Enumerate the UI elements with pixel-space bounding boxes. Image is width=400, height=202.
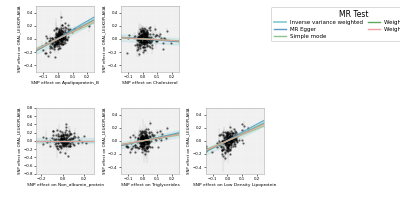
Legend: Inverse variance weighted, MR Egger, Simple mode, Weighted median, Weighted mode: Inverse variance weighted, MR Egger, Sim…	[271, 7, 400, 41]
X-axis label: SNP effect on Cholesterol: SNP effect on Cholesterol	[122, 81, 178, 85]
X-axis label: SNP effect on Triglycerides: SNP effect on Triglycerides	[121, 183, 179, 187]
Y-axis label: SNP effect on ORAL_LEUKOPLAKIA: SNP effect on ORAL_LEUKOPLAKIA	[102, 6, 106, 72]
Y-axis label: SNP effect on ORAL_LEUKOPLAKIA: SNP effect on ORAL_LEUKOPLAKIA	[17, 6, 21, 72]
X-axis label: SNP effect on Low Density Lipoprotein: SNP effect on Low Density Lipoprotein	[193, 183, 276, 187]
X-axis label: SNP effect on Non_albumin_protein: SNP effect on Non_albumin_protein	[27, 183, 104, 187]
Y-axis label: SNP effect on ORAL_LEUKOPLAKIA: SNP effect on ORAL_LEUKOPLAKIA	[102, 108, 106, 174]
X-axis label: SNP effect on Apolipoprotein_B: SNP effect on Apolipoprotein_B	[31, 81, 99, 85]
Y-axis label: SNP effect on ORAL_LEUKOPLAKIA: SNP effect on ORAL_LEUKOPLAKIA	[187, 108, 191, 174]
Y-axis label: SNP effect on ORAL_LEUKOPLAKIA: SNP effect on ORAL_LEUKOPLAKIA	[17, 108, 21, 174]
